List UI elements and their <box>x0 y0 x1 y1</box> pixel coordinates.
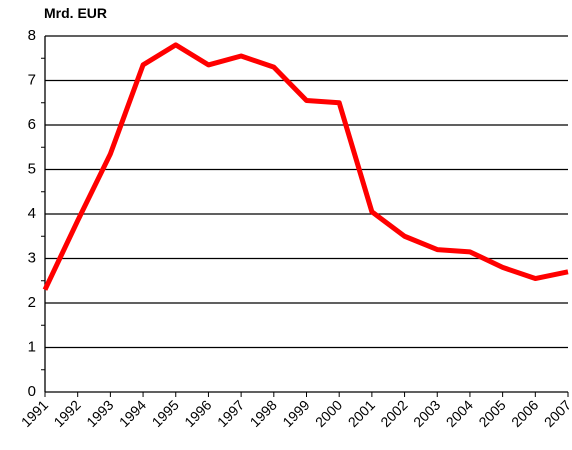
x-tick-label: 1992 <box>50 397 83 430</box>
y-tick-label: 2 <box>28 294 36 311</box>
y-tick-label: 0 <box>28 383 36 400</box>
y-tick-label: 5 <box>28 160 36 177</box>
x-tick-label: 2002 <box>377 397 410 430</box>
x-tick-label: 1995 <box>149 397 182 430</box>
x-tick-label: 1991 <box>18 397 51 430</box>
x-tick-label: 1998 <box>247 397 280 430</box>
y-tick-label: 6 <box>28 116 36 133</box>
x-tick-label: 2005 <box>475 397 508 430</box>
x-tick-label: 2001 <box>345 397 378 430</box>
y-tick-label: 3 <box>28 249 36 266</box>
x-tick-label: 2004 <box>443 397 476 430</box>
x-tick-label: 2003 <box>410 397 443 430</box>
x-tick-label: 2007 <box>541 397 572 430</box>
y-tick-label: 1 <box>28 338 36 355</box>
x-tick-label: 2006 <box>508 397 541 430</box>
x-tick-label: 1999 <box>279 397 312 430</box>
line-series <box>42 42 569 291</box>
y-tick-label: 7 <box>28 71 36 88</box>
x-tick-label: 2000 <box>312 397 345 430</box>
x-tick-label: 1994 <box>116 397 149 430</box>
y-tick-label: 4 <box>28 205 36 222</box>
y-axis-label: Mrd. EUR <box>44 5 107 21</box>
x-tick-label: 1993 <box>83 397 116 430</box>
x-tick-label: 1996 <box>181 397 214 430</box>
y-tick-label: 8 <box>28 27 36 44</box>
x-tick-label: 1997 <box>214 397 247 430</box>
